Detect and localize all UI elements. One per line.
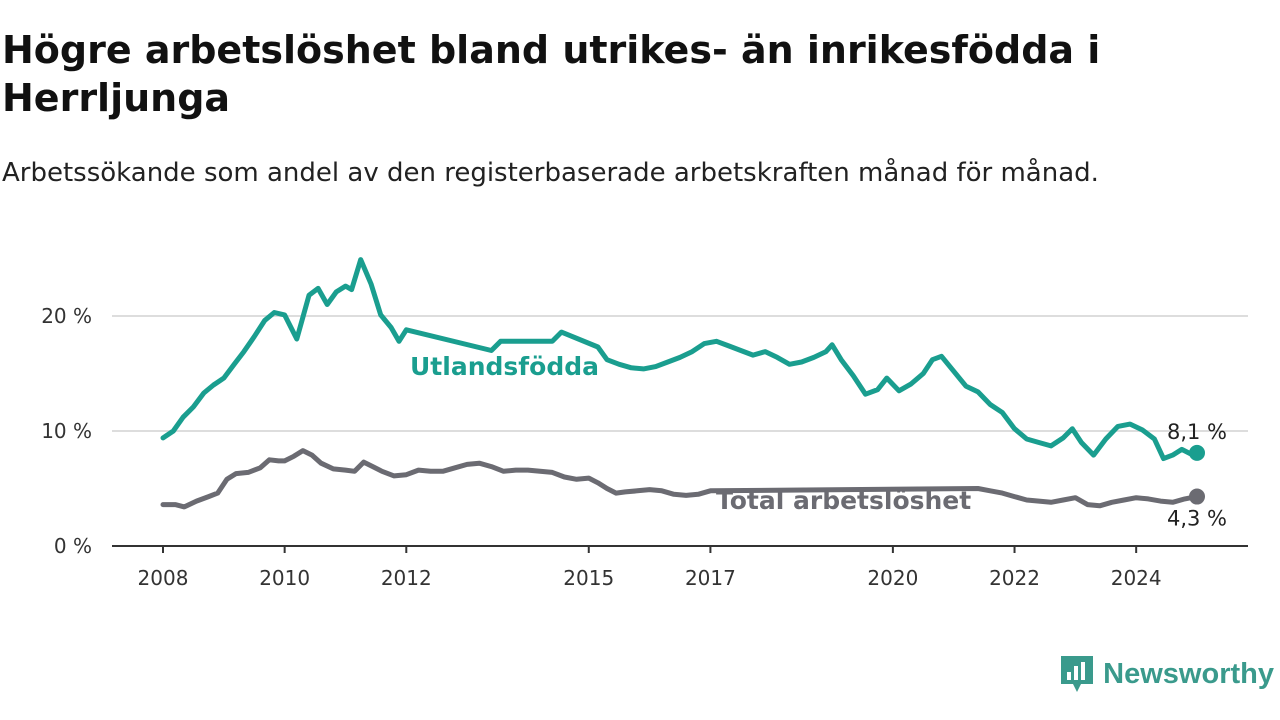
newsworthy-logo-icon bbox=[1061, 656, 1094, 692]
end-point-utlandsfodda bbox=[1189, 444, 1205, 461]
chart-subtitle: Arbetssökande som andel av den registerb… bbox=[2, 158, 1099, 188]
chart-title: Högre arbetslöshet bland utrikes- än inr… bbox=[2, 28, 1101, 120]
x-tick-label: 2012 bbox=[381, 566, 432, 590]
series-line-total bbox=[160, 448, 1200, 510]
x-tick-label: 2010 bbox=[259, 566, 310, 590]
end-label-utlandsfodda: 8,1 % bbox=[1167, 420, 1227, 444]
end-point-total bbox=[1189, 488, 1205, 505]
x-tick-label: 2008 bbox=[138, 566, 189, 590]
newsworthy-brand: Newsworthy bbox=[1059, 654, 1274, 694]
series-label-total: Total arbetslöshet bbox=[716, 486, 971, 515]
series-label-utlandsfodda: Utlandsfödda bbox=[410, 352, 599, 381]
y-tick-label: 10 % bbox=[41, 419, 92, 443]
x-tick-label: 2015 bbox=[563, 566, 614, 590]
x-tick-label: 2020 bbox=[867, 566, 918, 590]
y-tick-label: 0 % bbox=[54, 534, 92, 558]
y-tick-label: 20 % bbox=[41, 304, 92, 328]
brand-name: Newsworthy bbox=[1103, 657, 1274, 690]
x-tick-label: 2017 bbox=[685, 566, 736, 590]
series-line-utlandsfodda bbox=[160, 257, 1200, 462]
end-label-total: 4,3 % bbox=[1167, 507, 1227, 531]
x-tick-label: 2022 bbox=[989, 566, 1040, 590]
x-tick-label: 2024 bbox=[1111, 566, 1162, 590]
